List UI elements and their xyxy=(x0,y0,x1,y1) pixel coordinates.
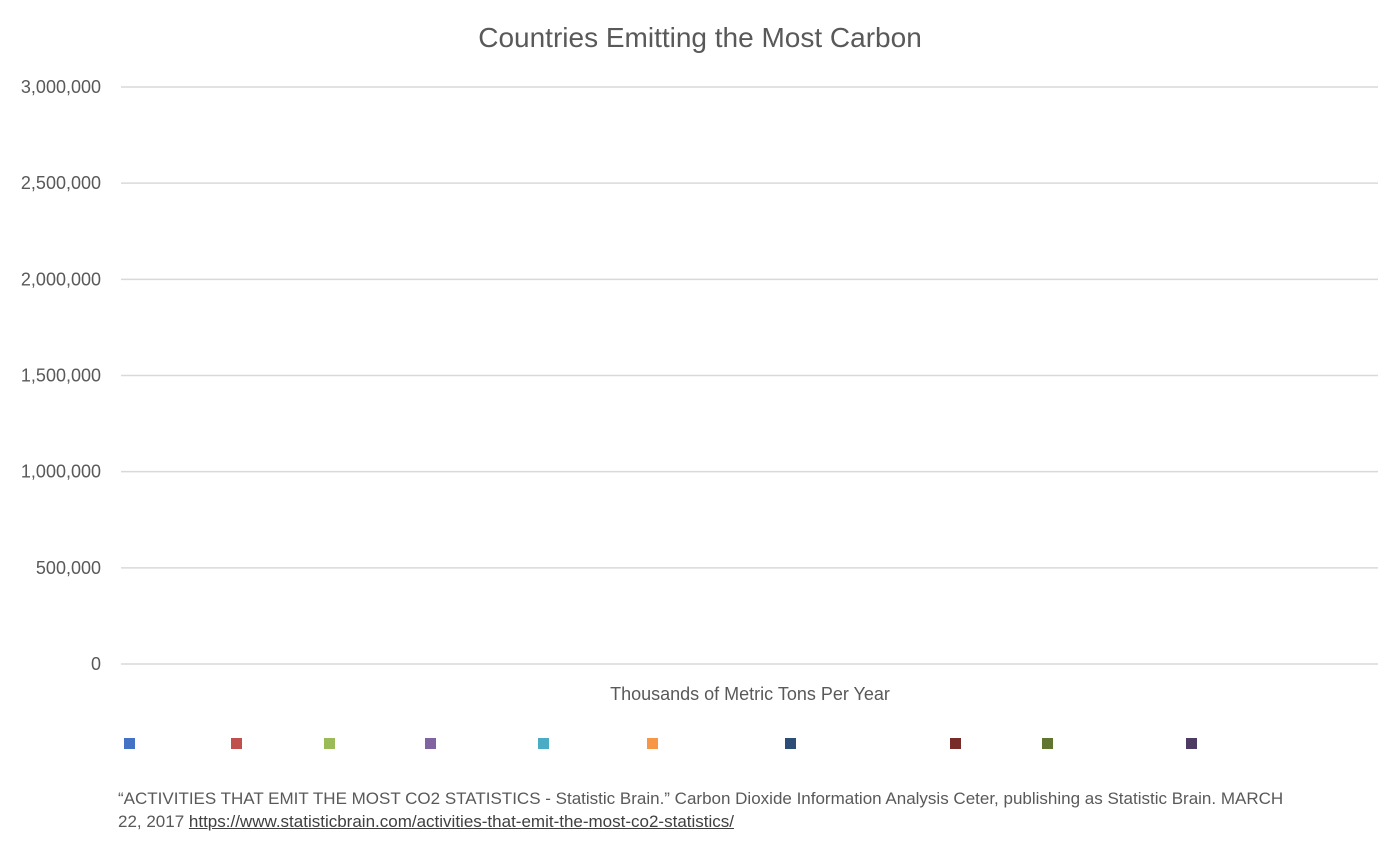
source-citation: “ACTIVITIES THAT EMIT THE MOST CO2 STATI… xyxy=(118,787,1298,833)
y-tick-label: 2,500,000 xyxy=(21,173,101,193)
y-tick-label: 1,000,000 xyxy=(21,462,101,482)
y-tick-label: 0 xyxy=(91,654,101,674)
legend-swatch xyxy=(124,738,135,749)
legend-swatch xyxy=(950,738,961,749)
y-axis-tick-labels: 0 500,000 1,000,000 1,500,000 2,000,000 2,500… xyxy=(21,77,101,674)
x-axis-title: Thousands of Metric Tons Per Year xyxy=(610,684,890,704)
source-text: “ACTIVITIES THAT EMIT THE MOST CO2 STATI… xyxy=(118,789,1284,831)
legend-swatch xyxy=(1186,738,1197,749)
y-tick-label: 500,000 xyxy=(36,558,101,578)
legend-swatch xyxy=(538,738,549,749)
y-tick-label: 3,000,000 xyxy=(21,77,101,97)
y-tick-label: 1,500,000 xyxy=(21,366,101,386)
y-tick-label: 2,000,000 xyxy=(21,269,101,289)
legend-swatch xyxy=(324,738,335,749)
legend xyxy=(124,738,1197,749)
chart-title: Countries Emitting the Most Carbon xyxy=(478,22,922,53)
legend-swatch xyxy=(785,738,796,749)
source-link[interactable]: https://www.statisticbrain.com/activitie… xyxy=(188,812,734,831)
legend-swatch xyxy=(425,738,436,749)
gridlines xyxy=(121,86,1378,665)
legend-swatch xyxy=(231,738,242,749)
legend-swatch xyxy=(1042,738,1053,749)
legend-swatch xyxy=(647,738,658,749)
